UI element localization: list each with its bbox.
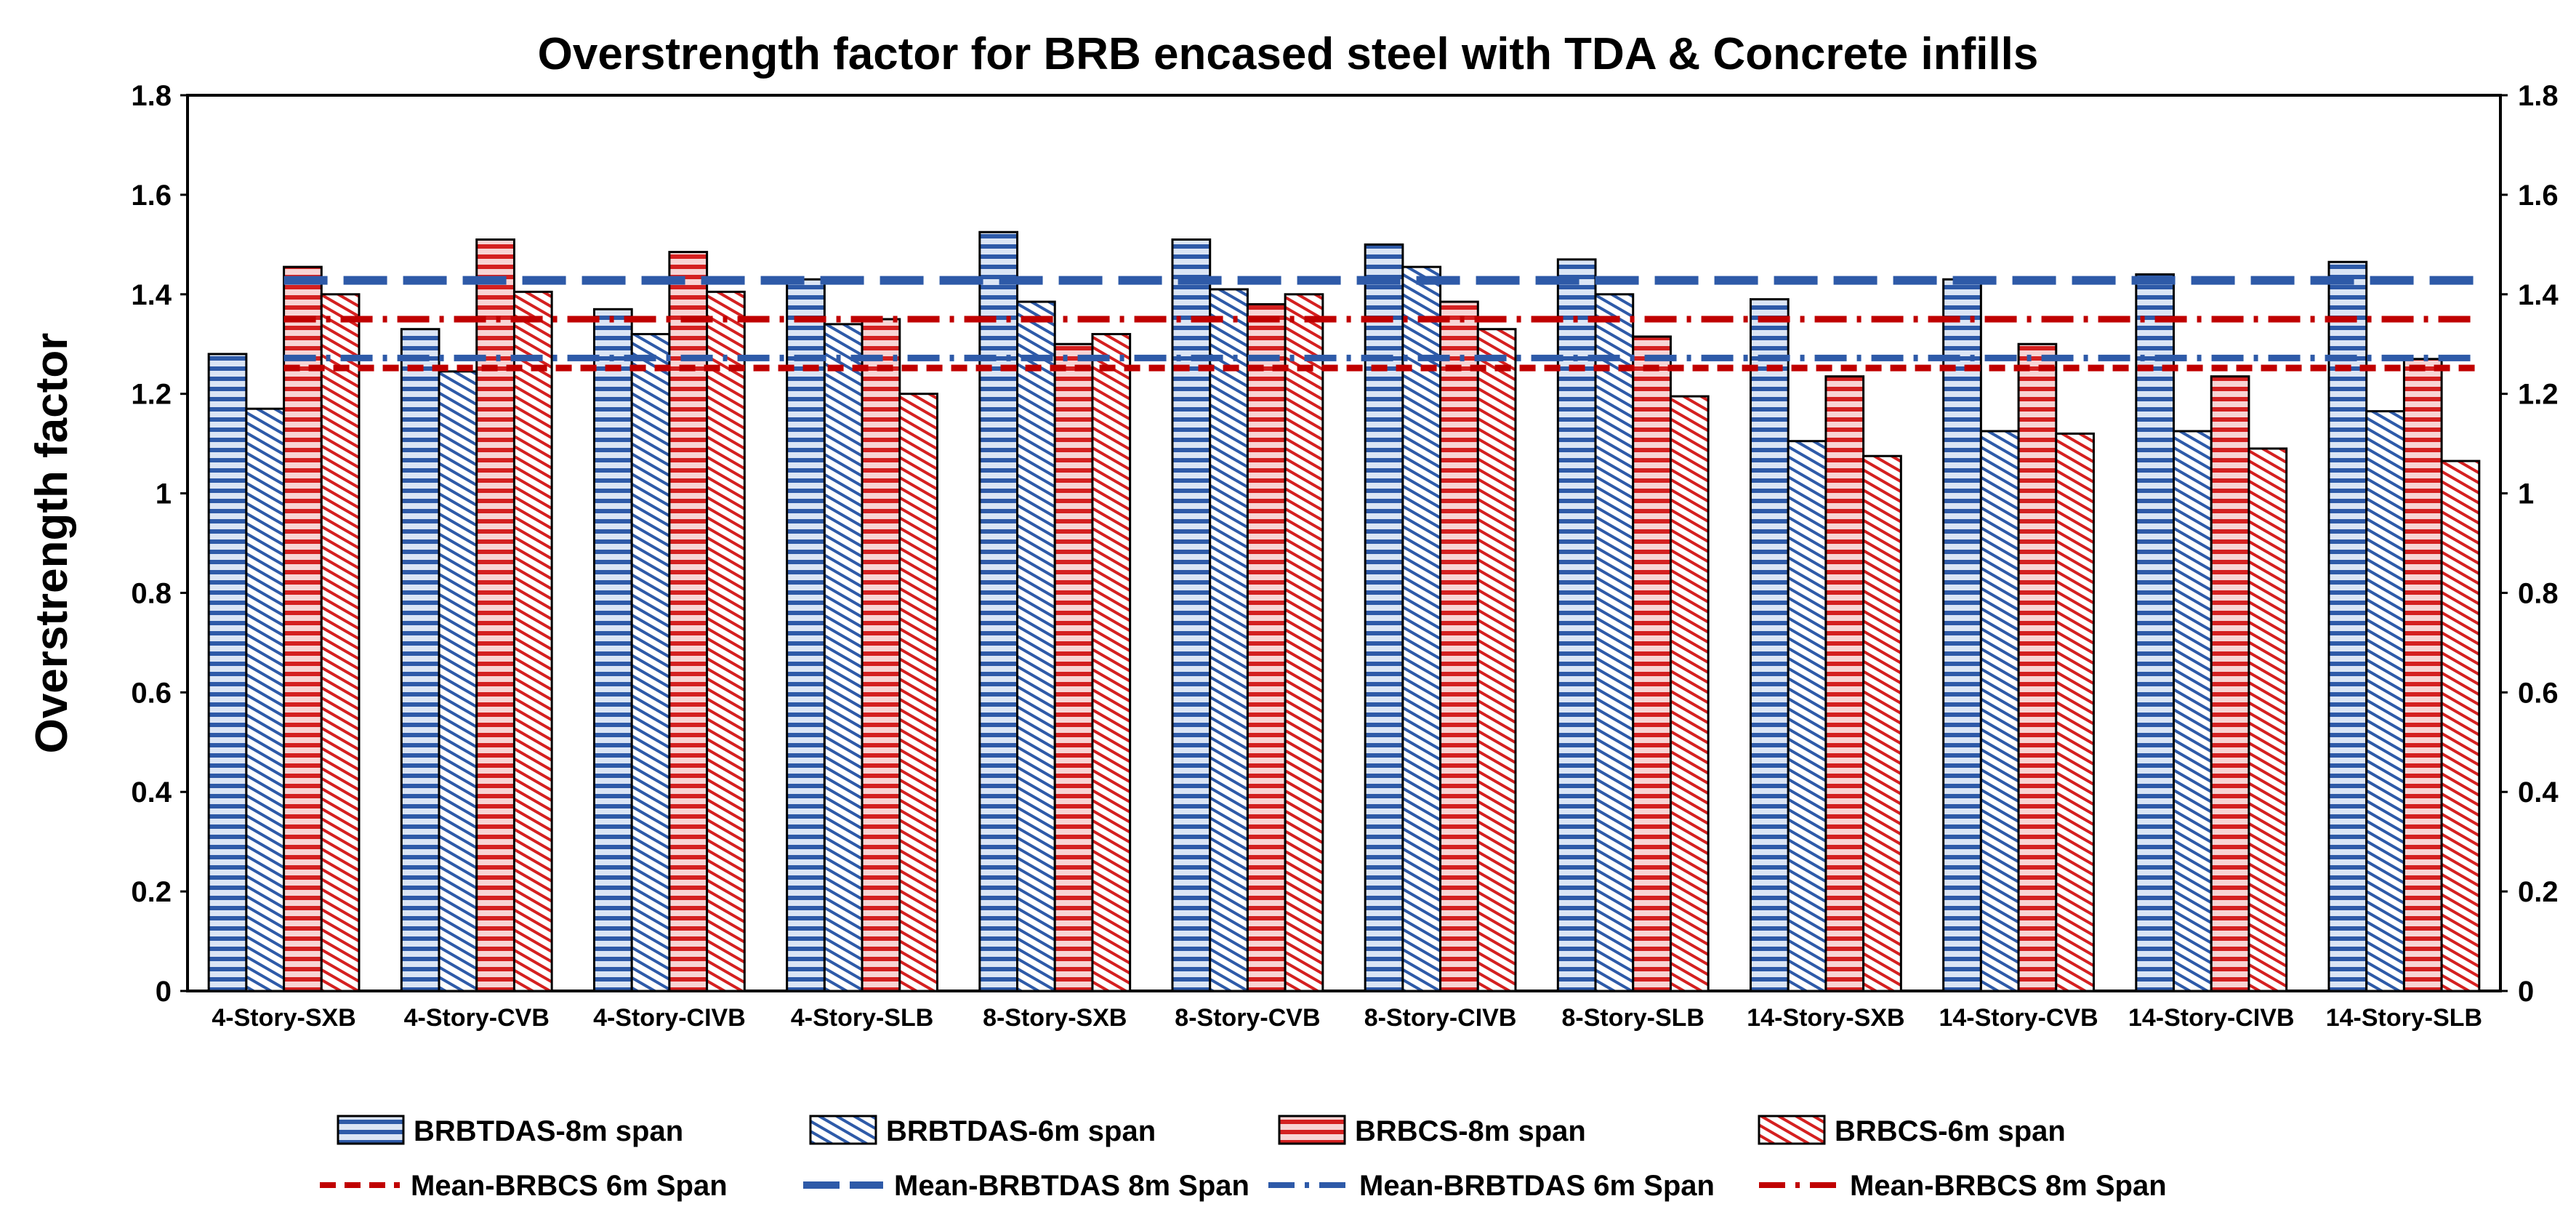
bar-brbcs-8m-span (475, 238, 515, 992)
x-tick-label: 4-Story-SLB (791, 1004, 933, 1032)
x-tick-label: 8-Story-SXB (983, 1004, 1127, 1032)
x-tick-label: 4-Story-SXB (212, 1004, 355, 1032)
x-tick-label: 4-Story-CVB (404, 1004, 550, 1032)
y-tick-label-right: 1.4 (2518, 279, 2559, 311)
x-tick-label: 4-Story-CIVB (593, 1004, 746, 1032)
bar-brbtdas-6m-span (245, 407, 286, 992)
bar-brbcs-6m-span (1669, 395, 1710, 992)
y-tick-label-left: 1.4 (131, 279, 172, 311)
bar-brbtdas-8m-span (1750, 298, 1790, 992)
plot-frame (186, 94, 2502, 992)
y-tick-label-right: 0.8 (2518, 577, 2559, 609)
bar-brbtdas-6m-span (1787, 440, 1827, 992)
x-tick-label: 8-Story-SLB (1562, 1004, 1704, 1032)
legend-swatch (1758, 1115, 1826, 1145)
x-tick-label: 14-Story-CIVB (2128, 1004, 2295, 1032)
legend-label: Mean-BRBCS 6m Span (411, 1170, 728, 1202)
y-tick-label-right: 1.6 (2518, 180, 2559, 212)
bar-brbtdas-6m-span (1016, 300, 1056, 992)
legend-label: Mean-BRBTDAS 6m Span (1359, 1170, 1715, 1202)
bar-brbcs-8m-span (861, 318, 901, 992)
x-tick-label: 14-Story-SLB (2326, 1004, 2482, 1032)
bar-brbtdas-8m-span (207, 353, 248, 992)
bar-brbcs-6m-span (2440, 459, 2481, 992)
bar-brbtdas-8m-span (2135, 273, 2175, 992)
y-tick-label-right: 1 (2518, 478, 2534, 510)
bar-brbcs-8m-span (1824, 375, 1865, 992)
bar-brbcs-6m-span (1862, 454, 1902, 992)
bar-brbtdas-8m-span (1942, 278, 1982, 992)
bar-brbcs-6m-span (1284, 293, 1324, 992)
bar-brbtdas-8m-span (978, 230, 1019, 992)
bar-brbcs-8m-span (2017, 342, 2058, 992)
y-tick-label-left: 1 (156, 478, 172, 510)
legend-label: Mean-BRBTDAS 8m Span (894, 1170, 1249, 1202)
legend-swatch (1278, 1115, 1346, 1145)
bar-brbcs-6m-span (1476, 328, 1517, 992)
bar-brbcs-8m-span (1632, 335, 1672, 992)
y-tick-label-right: 0 (2518, 976, 2534, 1008)
bar-brbcs-8m-span (283, 265, 323, 992)
legend-label: BRBCS-6m span (1835, 1115, 2066, 1147)
y-tick-label-left: 0.8 (131, 577, 172, 609)
bar-brbcs-8m-span (2210, 375, 2250, 992)
y-tick-label-left: 1.8 (131, 80, 172, 112)
bar-brbcs-6m-span (320, 293, 361, 992)
bar-brbcs-6m-span (898, 393, 938, 992)
bar-brbcs-6m-span (706, 290, 746, 992)
y-tick-label-left: 1.6 (131, 180, 172, 212)
y-tick-label-right: 0.6 (2518, 677, 2559, 709)
legend-label: BRBTDAS-6m span (886, 1115, 1156, 1147)
y-tick-label-right: 0.2 (2518, 876, 2559, 908)
chart-title: Overstrength factor for BRB encased stee… (538, 29, 2039, 79)
bar-brbcs-8m-span (668, 251, 709, 992)
y-tick-label-right: 1.8 (2518, 80, 2559, 112)
bar-brbtdas-8m-span (400, 328, 440, 992)
y-tick-label-left: 0 (156, 976, 172, 1008)
legend-swatch (809, 1115, 877, 1145)
y-axis-label: Overstrength factor (27, 333, 77, 754)
bar-brbcs-6m-span (512, 290, 553, 992)
bar-brbtdas-8m-span (786, 278, 826, 992)
bar-brbcs-6m-span (1091, 333, 1132, 992)
bar-brbcs-6m-span (2055, 432, 2095, 992)
bar-brbcs-6m-span (2247, 447, 2288, 992)
bar-brbcs-8m-span (1439, 300, 1479, 992)
y-tick-label-right: 0.4 (2518, 776, 2559, 808)
bar-brbtdas-8m-span (593, 308, 633, 992)
bar-brbtdas-6m-span (823, 323, 864, 992)
y-tick-label-left: 0.6 (131, 677, 172, 709)
legend-label: Mean-BRBCS 8m Span (1850, 1170, 2167, 1202)
legend-label: BRBCS-8m span (1355, 1115, 1586, 1147)
x-tick-label: 14-Story-SXB (1747, 1004, 1904, 1032)
y-tick-label-left: 0.2 (131, 876, 172, 908)
bar-brbtdas-6m-span (1401, 265, 1442, 992)
x-tick-label: 8-Story-CVB (1175, 1004, 1320, 1032)
bar-brbtdas-6m-span (630, 333, 671, 992)
legend-swatch (337, 1115, 405, 1145)
x-tick-label: 14-Story-CVB (1939, 1004, 2098, 1032)
bar-brbcs-8m-span (1246, 302, 1287, 992)
bar-brbtdas-6m-span (438, 370, 478, 992)
y-tick-label-left: 1.2 (131, 379, 172, 411)
x-tick-label: 8-Story-CIVB (1364, 1004, 1517, 1032)
bar-brbtdas-6m-span (2365, 410, 2405, 992)
bar-brbtdas-6m-span (2173, 430, 2213, 992)
bar-brbcs-8m-span (2402, 358, 2443, 992)
bar-brbtdas-6m-span (1979, 430, 2020, 992)
bar-brbtdas-8m-span (2327, 260, 2368, 992)
bar-brbtdas-6m-span (1209, 288, 1249, 992)
bar-brbtdas-8m-span (1556, 258, 1597, 992)
bar-brbtdas-8m-span (1171, 238, 1212, 992)
y-tick-label-right: 1.2 (2518, 379, 2559, 411)
bar-brbcs-8m-span (1053, 342, 1094, 992)
legend-label: BRBTDAS-8m span (414, 1115, 683, 1147)
bar-brbtdas-6m-span (1594, 293, 1635, 992)
y-tick-label-left: 0.4 (131, 776, 172, 808)
